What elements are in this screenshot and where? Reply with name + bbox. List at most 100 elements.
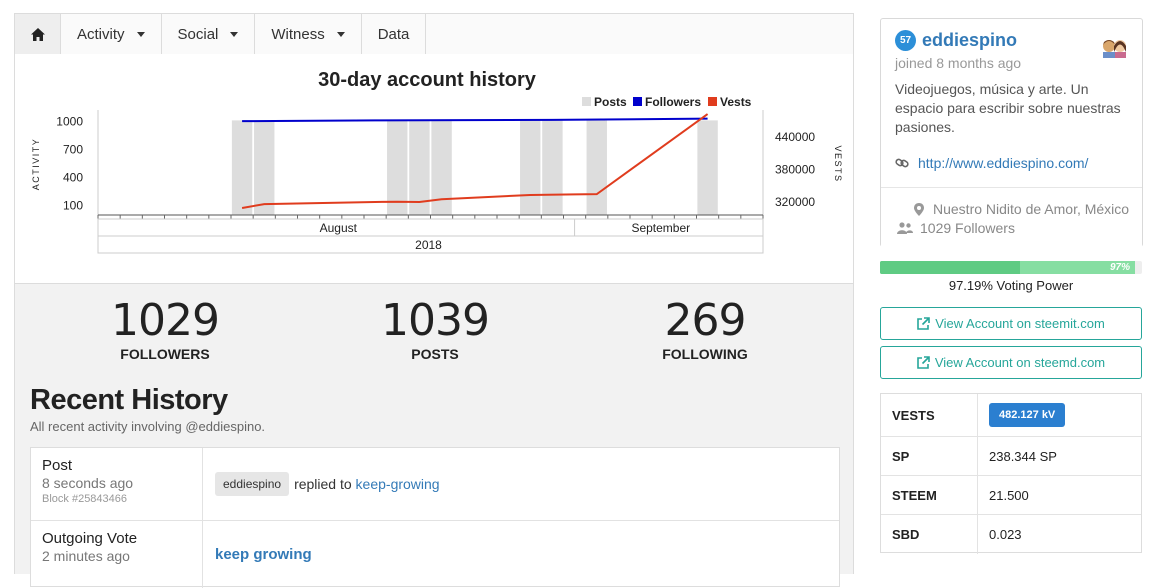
profile-website-link[interactable]: http://www.eddiespino.com/ [918,155,1089,171]
vests-badge: 482.127 kV [989,403,1066,427]
user-pill[interactable]: eddiespino [215,472,290,496]
home-icon [30,27,45,41]
history-type-cell: Post 8 seconds ago Block #25843466 [31,448,203,520]
y-tick-label-left: 400 [63,171,83,185]
posts-bar [586,120,607,215]
history-block: Block #25843466 [42,493,128,505]
wallet-key: SBD [881,515,978,554]
nav-social[interactable]: Social [162,14,256,54]
legend-swatch [708,97,717,106]
profile-about: Videojuegos, música y arte. Un espacio p… [895,81,1121,135]
profile-followers: 1029 Followers [920,220,1015,236]
profile-joined: joined 8 months ago [895,55,1022,71]
wallet-value-cell: 482.127 kV [978,394,1141,436]
history-detail-cell: keep growing [203,521,839,588]
link-icon [895,158,909,168]
table-row: Outgoing Vote 2 minutes ago keep growing [31,521,839,588]
nav-witness[interactable]: Witness [255,14,362,54]
stat-posts: 1039 POSTS [335,295,535,363]
stat-posts-label: POSTS [411,346,459,362]
wallet-key: SP [881,437,978,475]
avatar-icon [1103,40,1126,58]
chart-title: 30-day account history [318,69,537,91]
legend-swatch [633,97,642,106]
stat-following-label: FOLLOWING [662,346,748,362]
nav-activity-label: Activity [77,25,125,43]
history-link[interactable]: keep-growing [355,476,440,492]
profile-card: 57 eddiespino joined 8 months ago Videoj… [880,18,1143,247]
users-icon [897,222,913,234]
history-type-cell: Outgoing Vote 2 minutes ago [31,521,203,588]
posts-bar [231,120,253,215]
history-detail-cell: eddiespino replied to keep-growing [203,448,839,520]
nav-social-label: Social [177,25,219,43]
vests-line [241,113,709,209]
voting-power-percent: 97% [1109,262,1130,273]
year-band [97,235,764,254]
map-marker-icon [914,202,924,216]
reputation-badge: 57 [895,30,916,51]
voting-power-fill-inner [880,261,1021,274]
history-type: Post [42,457,73,474]
wallet-key: STEEM [881,476,978,514]
view-steemd-label: View Account on steemd.com [934,355,1106,370]
history-link[interactable]: keep growing [215,546,312,563]
view-steemit-button[interactable]: View Account on steemit.com [880,307,1142,340]
posts-bar [431,120,452,215]
table-row: SBD 0.023 [881,515,1141,554]
wallet-value: 238.344 SP [989,448,1057,464]
y-tick-label-right: 440000 [775,130,815,144]
view-steemd-button[interactable]: View Account on steemd.com [880,346,1142,379]
legend-label: Followers [645,95,701,109]
profile-username[interactable]: eddiespino [922,30,1018,50]
y-tick-label-left: 700 [63,142,83,156]
history-type: Outgoing Vote [42,530,138,547]
posts-bar [409,120,430,215]
legend-swatch [582,97,591,106]
table-row: Post 8 seconds ago Block #25843466 eddie… [31,448,839,521]
table-row: SP 238.344 SP [881,437,1141,476]
stats-area: 1029 FOLLOWERS 1039 POSTS 269 FOLLOWING … [14,284,854,588]
external-link-icon [917,356,930,369]
external-link-icon [917,317,931,330]
stat-followers: 1029 FOLLOWERS [65,298,265,363]
stat-followers-label: FOLLOWERS [120,346,210,362]
nav-data[interactable]: Data [362,14,427,54]
posts-bar [542,120,563,215]
nav-witness-label: Witness [271,25,325,43]
followers-line [242,117,708,123]
voting-power-bar: 97% [880,261,1142,274]
account-history-chart-panel: 30-day account history Posts Followers Vest… [14,54,854,284]
posts-bar [697,120,718,215]
history-time: 2 minutes ago [42,548,130,564]
wallet-value: 21.500 [989,487,1029,503]
posts-bar [387,120,408,215]
wallet-table: VESTS 482.127 kV SP 238.344 SP STEEM 21.… [880,393,1142,554]
profile-location: Nuestro Nidito de Amor, México [933,201,1130,217]
table-row: STEEM 21.500 [881,476,1141,515]
nav-home[interactable] [15,14,61,54]
stat-posts-value: 1039 [381,295,490,346]
y-tick-label-right: 380000 [775,162,815,176]
profile-followers-row: 1029 Followers [897,220,1015,236]
voting-power-text: 97.19% Voting Power [948,278,1074,293]
history-action: replied to [294,476,352,492]
chevron-down-icon [136,31,145,37]
nav-data-label: Data [377,25,410,43]
stat-following-value: 269 [664,295,747,346]
x-tick-label: August [320,221,358,235]
chevron-down-icon [230,31,239,37]
view-steemit-label: View Account on steemit.com [935,316,1105,331]
stat-following: 269 FOLLOWING [605,295,805,363]
top-nav: Activity Social Witness Data [14,13,854,55]
legend-label: Vests [720,95,752,109]
y-axis-label-left: ACTIVITY [31,138,41,191]
wallet-key: VESTS [881,394,978,436]
recent-history-subtitle: All recent activity involving @eddiespin… [30,419,266,434]
y-axis-label-right: VESTS [833,145,843,182]
legend-label: Posts [594,95,627,109]
history-time: 8 seconds ago [42,475,134,491]
y-tick-label-left: 100 [63,199,83,213]
posts-bar [520,120,541,215]
nav-activity[interactable]: Activity [61,14,162,54]
